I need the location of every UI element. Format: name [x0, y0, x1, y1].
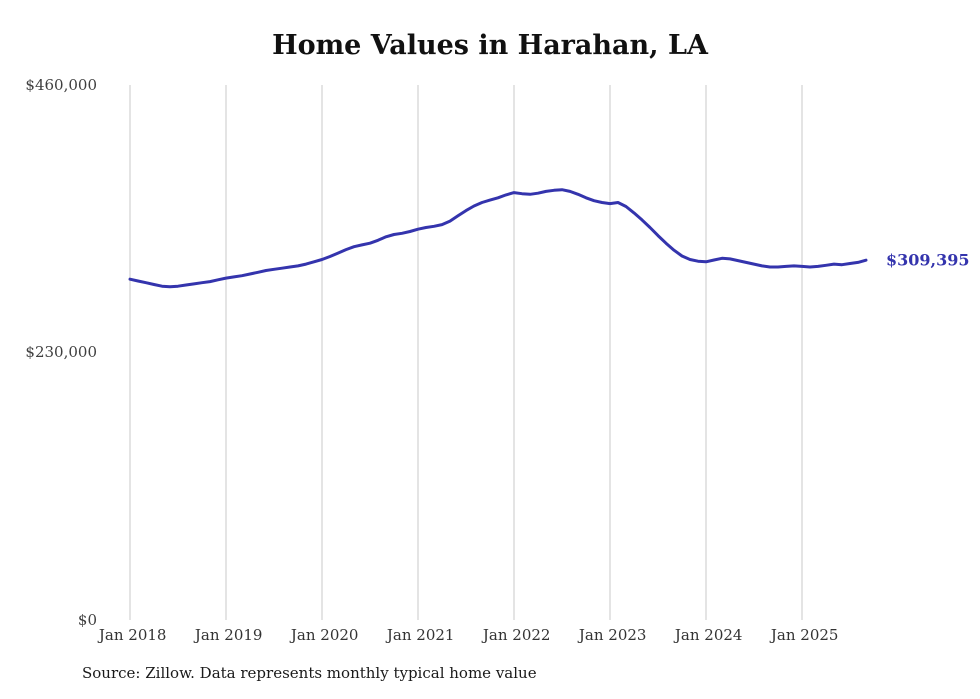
y-axis-label-middle: $230,000 — [25, 343, 97, 361]
y-axis-label-zero: $0 — [77, 611, 97, 629]
source-note: Source: Zillow. Data represents monthly … — [82, 664, 537, 682]
chart-title: Home Values in Harahan, LA — [272, 30, 708, 61]
current-value-label: $309,395 — [886, 250, 970, 270]
value-line — [128, 188, 868, 289]
y-axis-label-top: $460,000 — [25, 76, 97, 94]
